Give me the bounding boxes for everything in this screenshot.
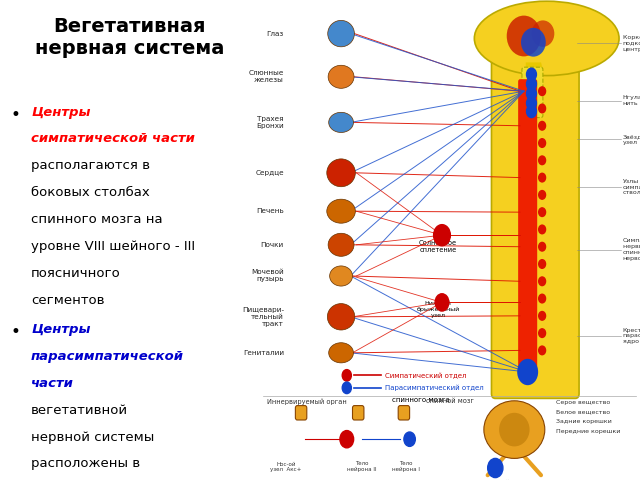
Circle shape xyxy=(539,156,545,165)
Circle shape xyxy=(539,277,545,286)
Circle shape xyxy=(539,139,545,147)
Text: Симпатические
нервные волокна
спинно-мозговых
нервов: Симпатические нервные волокна спинно-моз… xyxy=(623,239,640,261)
Ellipse shape xyxy=(521,28,546,57)
FancyBboxPatch shape xyxy=(296,406,307,420)
Ellipse shape xyxy=(329,112,353,132)
Text: Гениталии: Гениталии xyxy=(243,350,284,356)
Polygon shape xyxy=(526,62,543,70)
Circle shape xyxy=(539,225,545,234)
Circle shape xyxy=(342,370,351,381)
Text: Белое вещество: Белое вещество xyxy=(556,410,611,415)
Text: Тело
нейрона II: Тело нейрона II xyxy=(348,461,377,472)
Text: Сердце: Сердце xyxy=(255,170,284,176)
Circle shape xyxy=(539,191,545,199)
Text: спинной мозг: спинной мозг xyxy=(426,398,474,404)
Circle shape xyxy=(527,87,536,100)
FancyBboxPatch shape xyxy=(353,406,364,420)
Circle shape xyxy=(404,432,415,446)
Ellipse shape xyxy=(517,359,538,385)
Text: Центры: Центры xyxy=(31,106,91,119)
Text: Нижний
брыжеечный
узел: Нижний брыжеечный узел xyxy=(417,301,460,318)
Circle shape xyxy=(539,312,545,320)
Text: Узлы
симпатического
ствола: Узлы симпатического ствола xyxy=(623,179,640,195)
Circle shape xyxy=(539,260,545,268)
Text: Нгулающая
нить: Нгулающая нить xyxy=(623,96,640,106)
Ellipse shape xyxy=(484,401,545,458)
Text: •: • xyxy=(10,106,20,123)
Text: Задние корешки: Задние корешки xyxy=(556,420,612,424)
Text: Парасимпатический отдел: Парасимпатический отдел xyxy=(385,384,484,391)
Circle shape xyxy=(527,68,536,81)
Ellipse shape xyxy=(327,199,355,223)
Text: боковых столбах: боковых столбах xyxy=(31,186,150,199)
Text: Крестцовое
парасимпатическое
ядро спинного мозга: Крестцовое парасимпатическое ядро спинно… xyxy=(623,328,640,344)
Text: парасимпатической: парасимпатической xyxy=(31,350,184,363)
Text: Звёздчатый
узел: Звёздчатый узел xyxy=(623,134,640,144)
Text: Солнечное
сплетение: Солнечное сплетение xyxy=(419,240,457,253)
Circle shape xyxy=(539,346,545,355)
Text: •: • xyxy=(10,323,20,341)
Text: Трахея
Бронхи: Трахея Бронхи xyxy=(256,116,284,129)
Circle shape xyxy=(539,104,545,113)
Circle shape xyxy=(539,329,545,337)
Text: Нос-ой
узел  Акс+: Нос-ой узел Акс+ xyxy=(270,462,301,472)
Text: расположены в: расположены в xyxy=(31,457,140,470)
Text: Мочевой
пузырь: Мочевой пузырь xyxy=(252,269,284,283)
Text: Иннервируемый орган: Иннервируемый орган xyxy=(267,398,347,405)
Text: Передние корешки: Передние корешки xyxy=(556,429,621,434)
Text: сегментов: сегментов xyxy=(31,294,104,307)
Circle shape xyxy=(435,294,449,311)
Ellipse shape xyxy=(327,159,355,187)
Ellipse shape xyxy=(474,1,619,75)
FancyBboxPatch shape xyxy=(398,406,410,420)
Circle shape xyxy=(539,87,545,96)
Text: Пищевари-
тельный
тракт: Пищевари- тельный тракт xyxy=(242,307,284,327)
Circle shape xyxy=(342,382,351,394)
Text: нервной системы: нервной системы xyxy=(31,431,154,444)
Text: располагаются в: располагаются в xyxy=(31,159,150,172)
Text: Серое вещество: Серое вещество xyxy=(556,400,611,405)
Circle shape xyxy=(488,458,503,478)
Ellipse shape xyxy=(329,343,353,363)
Circle shape xyxy=(434,225,451,246)
Text: симпатической части: симпатической части xyxy=(31,132,195,145)
Ellipse shape xyxy=(328,65,354,88)
Text: Почки: Почки xyxy=(260,242,284,248)
FancyBboxPatch shape xyxy=(522,67,543,118)
Text: Глаз: Глаз xyxy=(267,31,284,36)
Text: Печень: Печень xyxy=(256,208,284,214)
Text: Симпатический отдел: Симпатический отдел xyxy=(385,372,467,379)
Circle shape xyxy=(539,121,545,130)
Circle shape xyxy=(539,294,545,303)
Ellipse shape xyxy=(531,20,554,47)
Text: Вегетативная
нервная система: Вегетативная нервная система xyxy=(35,17,224,58)
Text: части: части xyxy=(31,377,74,390)
Ellipse shape xyxy=(507,15,541,56)
Text: Центры: Центры xyxy=(31,323,91,336)
Text: спинного мозга: спинного мозга xyxy=(392,397,450,403)
Circle shape xyxy=(527,105,536,118)
Text: спинного мозга на: спинного мозга на xyxy=(31,213,163,226)
Text: уровне VIII шейного - III: уровне VIII шейного - III xyxy=(31,240,195,253)
FancyBboxPatch shape xyxy=(492,58,579,398)
Circle shape xyxy=(527,97,536,109)
Text: поясничного: поясничного xyxy=(31,267,121,280)
Circle shape xyxy=(539,173,545,182)
Circle shape xyxy=(539,208,545,216)
Circle shape xyxy=(539,242,545,251)
Ellipse shape xyxy=(499,413,529,446)
Circle shape xyxy=(340,431,354,448)
Text: Слюнные
железы: Слюнные железы xyxy=(248,70,284,84)
Ellipse shape xyxy=(328,20,355,47)
Text: Тело
нейрона I: Тело нейрона I xyxy=(392,461,420,472)
Polygon shape xyxy=(524,62,543,67)
Text: вегетативной: вегетативной xyxy=(31,404,128,417)
FancyBboxPatch shape xyxy=(518,79,537,377)
Ellipse shape xyxy=(328,304,355,330)
Circle shape xyxy=(527,78,536,90)
Ellipse shape xyxy=(328,233,354,256)
Text: Корковые и
подкорковые
центры: Корковые и подкорковые центры xyxy=(623,35,640,51)
Ellipse shape xyxy=(330,266,353,286)
